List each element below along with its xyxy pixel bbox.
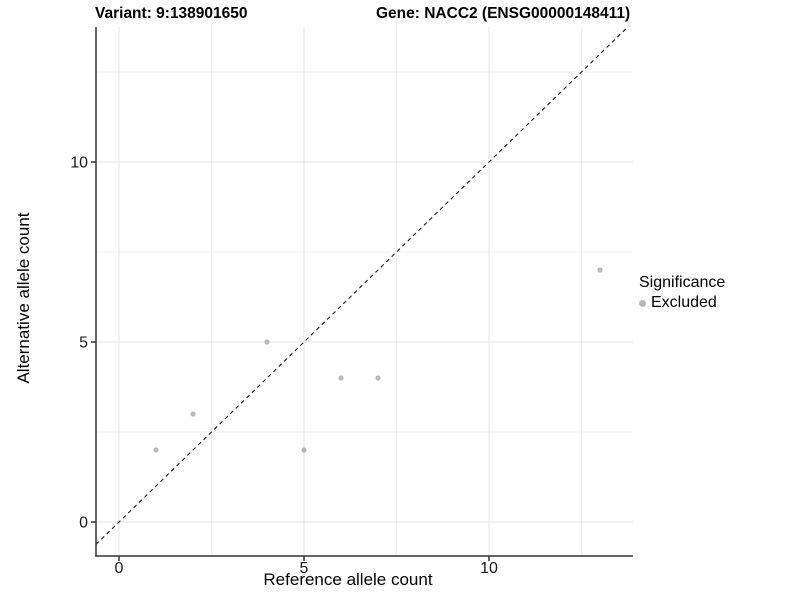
y-tick-label: 10 xyxy=(70,155,88,172)
plot-title-gene: Gene: NACC2 (ENSG00000148411) xyxy=(376,5,631,22)
y-tick-label: 0 xyxy=(79,515,88,532)
legend-title: Significance xyxy=(639,274,726,291)
data-point xyxy=(338,375,344,381)
data-point xyxy=(153,447,159,453)
data-point xyxy=(301,447,307,453)
data-point xyxy=(264,339,270,345)
y-tick-label: 5 xyxy=(79,335,88,352)
legend-point-icon xyxy=(639,299,646,307)
y-axis-title: Alternative allele count xyxy=(14,212,33,384)
x-tick-label: 0 xyxy=(115,560,124,577)
legend: Significance Excluded xyxy=(639,274,725,312)
legend-item-excluded: Excluded xyxy=(639,294,725,312)
x-tick-label: 10 xyxy=(480,560,498,577)
data-point xyxy=(190,411,196,417)
data-point xyxy=(597,267,603,273)
x-tick-label: 5 xyxy=(300,560,309,577)
identity-line xyxy=(95,26,629,545)
legend-item-label: Excluded xyxy=(651,294,717,311)
plot-title-variant: Variant: 9:138901650 xyxy=(95,5,248,22)
data-point xyxy=(375,375,381,381)
x-axis-title: Reference allele count xyxy=(263,570,433,589)
